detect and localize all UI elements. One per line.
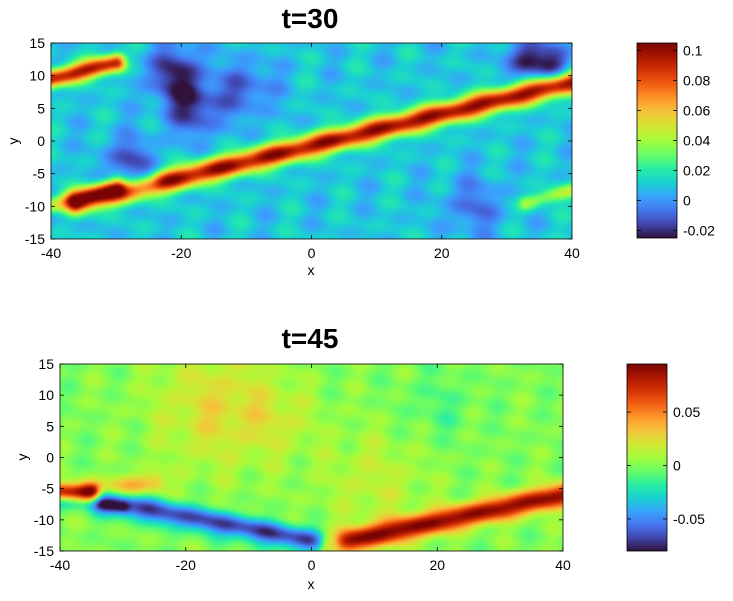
panel-1-x-ticks: -40 -20 0 20 40 [41,43,580,261]
y-tick-label: 0 [46,450,54,466]
colorbar-tick-label: 0 [683,193,691,209]
x-tick-label: 0 [308,557,316,573]
y-tick-label: 10 [38,387,54,403]
panel-2-colorbar-ticks: -0.05 0 0.05 [627,404,705,527]
panel-1-y-label: y [5,138,21,145]
x-tick-label: 0 [308,245,316,261]
colorbar-tick-label: -0.02 [683,223,715,239]
panel-2-y-ticks: -15 -10 -5 0 5 10 15 [34,356,563,559]
y-tick-label: -15 [34,543,54,559]
panel-1-title: t=30 [282,3,339,34]
x-tick-label: -20 [176,557,196,573]
panel-2-y-label: y [14,454,30,461]
y-tick-label: 5 [46,418,54,434]
panel-1-y-ticks: -15 -10 -5 0 5 10 15 [25,35,572,247]
panel-2-title: t=45 [282,323,339,354]
y-tick-label: 15 [29,35,45,51]
colorbar-tick-label: 0.04 [683,133,710,149]
panel-1: t=30 -40 -20 0 20 40 -15 -10 -5 0 5 10 15 x y -0.0… [5,3,715,278]
panel-2-heatmap [60,364,563,551]
y-tick-label: 15 [38,356,54,372]
panel-2-x-ticks: -40 -20 0 20 40 [50,364,571,573]
y-tick-label: -15 [25,231,45,247]
colorbar-tick-label: 0 [673,458,681,474]
y-tick-label: -5 [42,481,55,497]
panel-2: t=45 -40 -20 0 20 40 -15 -10 -5 0 5 10 15 x y -0.0… [14,323,705,592]
y-tick-label: -5 [33,166,46,182]
panel-2-x-label: x [308,576,315,592]
colorbar-tick-label: -0.05 [673,511,705,527]
x-tick-label: 40 [564,245,580,261]
y-tick-label: 5 [37,100,45,116]
panel-2-colorbar [626,363,668,552]
colorbar-tick-label: 0.02 [683,163,710,179]
x-tick-label: 40 [555,557,571,573]
y-tick-label: 0 [37,133,45,149]
x-tick-label: 20 [429,557,445,573]
panel-1-x-label: x [308,262,315,278]
y-tick-label: -10 [25,198,45,214]
colorbar-tick-label: 0.06 [683,103,710,119]
panel-1-colorbar-ticks: -0.02 0 0.02 0.04 0.06 0.08 0.1 [637,43,715,239]
y-tick-label: 10 [29,68,45,84]
x-tick-label: -40 [50,557,70,573]
y-tick-label: -10 [34,512,54,528]
x-tick-label: 20 [434,245,450,261]
colorbar-tick-label: 0.08 [683,73,710,89]
x-tick-label: -40 [41,245,61,261]
panel-1-heatmap [51,43,572,239]
panel-1-colorbar [636,42,678,239]
colorbar-tick-label: 0.1 [683,43,703,59]
colorbar-tick-label: 0.05 [673,404,700,420]
x-tick-label: -20 [171,245,191,261]
